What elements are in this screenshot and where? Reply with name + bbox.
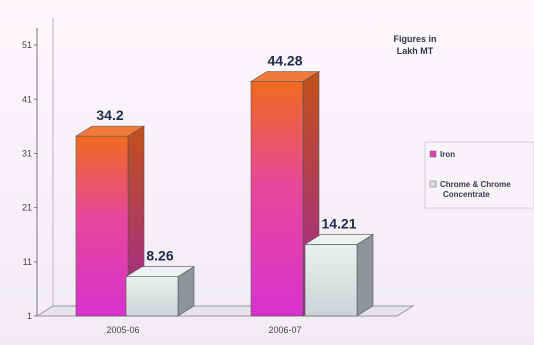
bar-top <box>124 266 196 277</box>
legend-swatch <box>429 150 437 158</box>
bar-top <box>74 125 146 137</box>
bar-top <box>303 234 375 245</box>
data-label: 8.26 <box>146 248 173 264</box>
units-note-line2: Lakh MT <box>397 46 434 56</box>
data-label: 34.2 <box>96 107 123 123</box>
bar <box>250 81 304 317</box>
bar-side <box>356 233 374 317</box>
x-tick-label: 2005-06 <box>106 325 139 335</box>
bar <box>75 135 129 317</box>
legend-label: Iron <box>440 150 455 159</box>
bar <box>125 276 179 317</box>
y-tick-label: 1 <box>27 311 32 321</box>
legend-swatch <box>429 180 437 188</box>
legend-label: Chrome & Chrome Concentrate <box>440 180 511 199</box>
x-tick-label: 2006-07 <box>268 325 301 335</box>
units-note-line1: Figures in <box>393 34 436 44</box>
y-tick-label: 31 <box>22 148 32 158</box>
bar-top <box>249 71 321 82</box>
legend-box <box>424 141 534 209</box>
y-tick-label: 21 <box>22 203 32 213</box>
data-label: 44.28 <box>267 53 302 69</box>
y-tick-label: 11 <box>23 257 32 267</box>
legend: Iron Chrome & Chrome Concentrate <box>424 141 534 209</box>
bar <box>304 244 358 317</box>
y-tick-label: 51 <box>22 40 32 50</box>
data-label: 14.21 <box>321 215 356 231</box>
y-tick-label: 41 <box>22 94 32 104</box>
